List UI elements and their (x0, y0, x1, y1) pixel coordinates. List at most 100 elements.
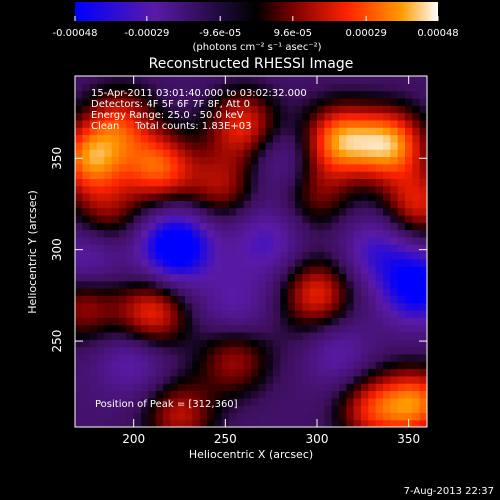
heatmap-cell (368, 134, 377, 143)
heatmap-cell (390, 302, 399, 311)
heatmap-cell (346, 119, 355, 128)
heatmap-cell (141, 346, 149, 355)
annotation-block: 15-Apr-2011 03:01:40.000 to 03:02:32.000… (91, 88, 307, 132)
heatmap-cell (361, 76, 369, 84)
heatmap-cell (82, 200, 91, 209)
heatmap-cell (199, 266, 208, 275)
heatmap-cell (302, 317, 311, 326)
heatmap-cell (309, 273, 318, 282)
heatmap-cell (412, 419, 421, 427)
heatmap-cell (111, 185, 120, 194)
heatmap-cell (177, 258, 186, 267)
heatmap-cell (214, 97, 223, 106)
heatmap-cell (346, 97, 355, 106)
heatmap-cell (397, 214, 406, 223)
heatmap-cell (221, 324, 230, 333)
heatmap-cell (82, 295, 91, 304)
heatmap-cell (353, 361, 362, 370)
heatmap-cell (353, 331, 362, 340)
heatmap-cell (185, 397, 193, 406)
heatmap-cell (353, 83, 362, 92)
heatmap-cell (251, 105, 259, 114)
heatmap-cell (419, 353, 427, 362)
heatmap-cell (177, 222, 186, 231)
heatmap-cell (199, 171, 208, 179)
heatmap-cell (82, 266, 91, 275)
heatmap-cell (177, 141, 186, 150)
heatmap-cell (177, 368, 186, 377)
heatmap-cell (412, 134, 421, 143)
heatmap-cell (126, 149, 135, 158)
heatmap-cell (133, 346, 142, 355)
heatmap-cell (141, 368, 149, 377)
heatmap-cell (177, 412, 186, 421)
heatmap-cell (353, 105, 362, 114)
heatmap-cell (295, 310, 303, 318)
heatmap-cell (199, 76, 208, 84)
heatmap-cell (170, 119, 179, 128)
heatmap-cell (295, 361, 303, 370)
heatmap-cell (339, 295, 347, 304)
heatmap-cell (412, 405, 421, 413)
heatmap-cell (265, 383, 274, 392)
heatmap-cell (258, 273, 267, 282)
heatmap-cell (163, 361, 171, 370)
heatmap-cell (75, 90, 83, 99)
heatmap-cell (353, 127, 362, 136)
heatmap-cell (353, 76, 362, 84)
heatmap-cell (111, 397, 120, 406)
heatmap-cell (346, 419, 355, 427)
heatmap-cell (104, 302, 113, 311)
heatmap-cell (243, 346, 252, 355)
heatmap-cell (368, 90, 377, 99)
heatmap-cell (111, 105, 120, 114)
heatmap-cell (295, 83, 303, 92)
heatmap-cell (236, 266, 245, 275)
heatmap-cell (346, 134, 355, 143)
heatmap-cell (309, 127, 318, 136)
heatmap-cell (265, 207, 274, 216)
heatmap-cell (221, 105, 230, 114)
heatmap-cell (119, 163, 127, 172)
heatmap-cell (82, 236, 91, 245)
heatmap-cell (199, 295, 208, 304)
heatmap-cell (163, 193, 171, 201)
heatmap-cell (375, 200, 384, 209)
heatmap-cell (141, 405, 149, 413)
heatmap-cell (214, 375, 223, 384)
heatmap-cell (104, 317, 113, 326)
heatmap-cell (243, 90, 252, 99)
heatmap-cell (375, 273, 384, 282)
heatmap-cell (170, 222, 179, 231)
heatmap-cell (405, 97, 413, 106)
heatmap-cell (265, 310, 274, 318)
heatmap-cell (104, 149, 113, 158)
heatmap-cell (419, 178, 427, 187)
heatmap-cell (75, 302, 83, 311)
heatmap-cell (104, 193, 113, 201)
heatmap-cell (170, 207, 179, 216)
heatmap-cell (265, 405, 274, 413)
heatmap-cell (177, 383, 186, 392)
heatmap-cell (317, 324, 325, 333)
heatmap-cell (155, 258, 164, 267)
heatmap-cell (111, 163, 120, 172)
heatmap-cell (82, 258, 91, 267)
heatmap-cell (280, 346, 289, 355)
heatmap-cell (126, 302, 135, 311)
heatmap-cell (324, 193, 333, 201)
heatmap-cell (317, 141, 325, 150)
heatmap-cell (126, 375, 135, 384)
heatmap-cell (287, 244, 296, 253)
heatmap-cell (353, 375, 362, 384)
heatmap-cell (97, 331, 105, 340)
heatmap-cell (375, 368, 384, 377)
heatmap-cell (207, 258, 215, 267)
heatmap-cell (221, 127, 230, 136)
heatmap-cell (287, 383, 296, 392)
heatmap-cell (302, 90, 311, 99)
heatmap-cell (295, 331, 303, 340)
heatmap-cell (419, 280, 427, 289)
heatmap-cell (207, 214, 215, 223)
heatmap-cell (221, 397, 230, 406)
